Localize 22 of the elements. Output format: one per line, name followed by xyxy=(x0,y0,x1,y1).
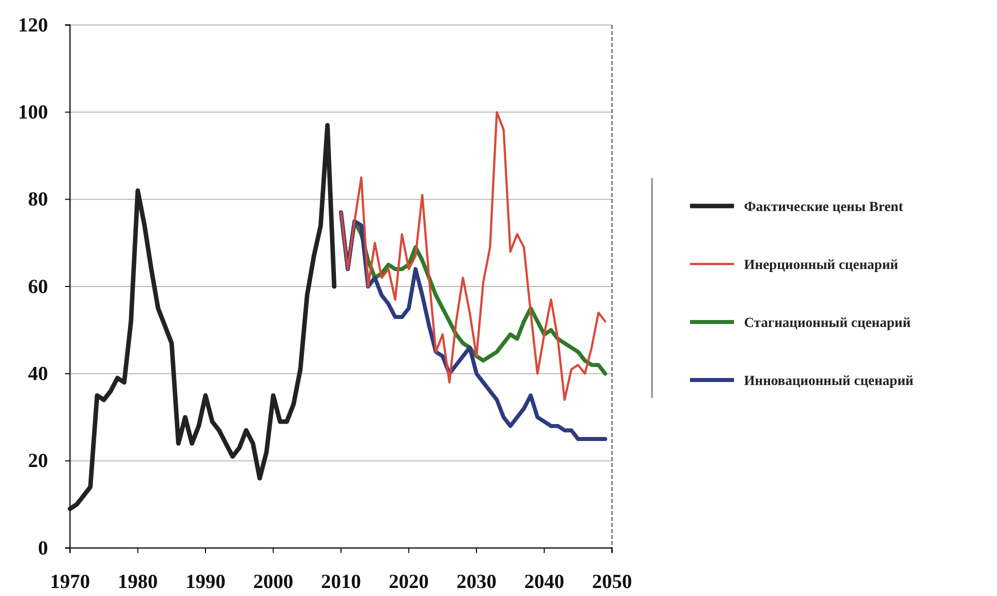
x-tick-label: 2040 xyxy=(524,571,564,593)
y-tick-label: 120 xyxy=(18,14,48,36)
legend-label: Стагнационный сценарий xyxy=(744,316,911,331)
y-tick-label: 40 xyxy=(28,363,48,386)
x-tick-label: 1990 xyxy=(186,571,226,593)
y-tick-label: 80 xyxy=(28,188,48,211)
line-series xyxy=(340,111,606,401)
y-tick-label: 20 xyxy=(28,450,48,472)
x-tick-label: 2010 xyxy=(321,571,361,593)
x-tick-label: 2020 xyxy=(388,571,429,593)
x-tick-label: 2000 xyxy=(253,571,294,593)
x-tick-label: 2050 xyxy=(592,571,632,593)
x-tick-label: 2030 xyxy=(456,571,496,593)
line-series xyxy=(68,122,336,512)
x-tick-label: 1970 xyxy=(50,571,90,593)
legend-label: Инерционный сценарий xyxy=(744,258,898,273)
y-tick-label: 0 xyxy=(38,537,48,560)
legend-label: Фактические цены Brent xyxy=(744,200,904,215)
y-tick-label: 60 xyxy=(28,276,48,298)
y-tick-label: 100 xyxy=(18,102,48,124)
legend-label: Инновационный сценарий xyxy=(744,374,914,389)
x-tick-label: 1980 xyxy=(118,571,158,593)
